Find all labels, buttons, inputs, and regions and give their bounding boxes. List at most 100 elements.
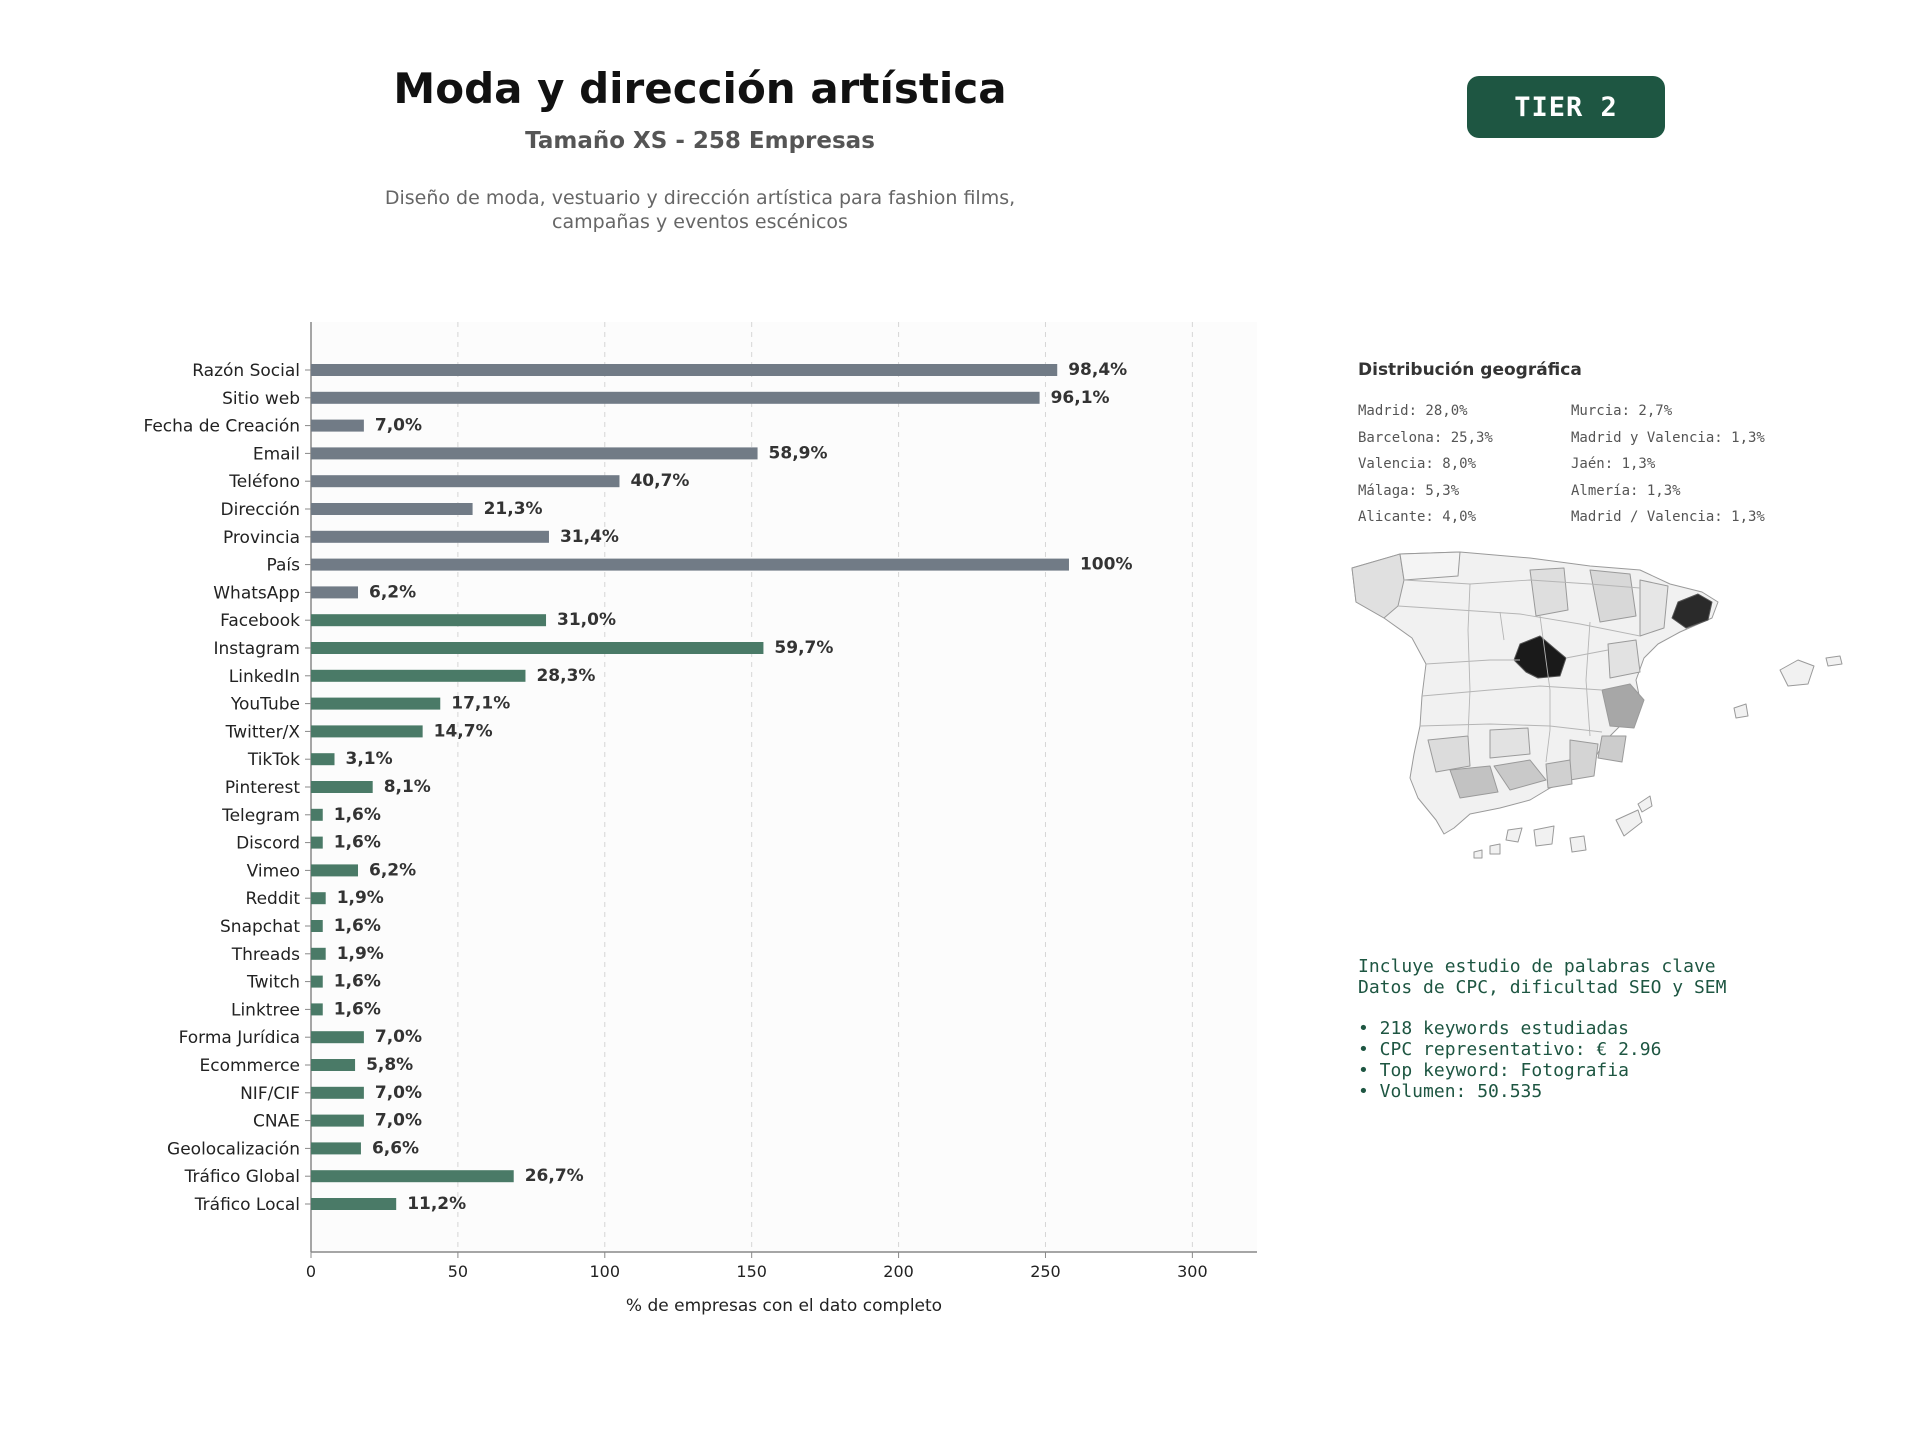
keywords-intro-line: Incluye estudio de palabras clave xyxy=(1358,956,1716,977)
category-label: NIF/CIF xyxy=(240,1084,300,1104)
x-tick-label: 150 xyxy=(736,1262,767,1281)
category-label: Twitter/X xyxy=(225,722,301,742)
geo-item: Jaén: 1,3% xyxy=(1571,456,1656,472)
bar-value-label: 26,7% xyxy=(525,1166,584,1186)
page-subtitle: Tamaño XS - 258 Empresas xyxy=(525,128,875,154)
geo-item: Alicante: 4,0% xyxy=(1358,509,1477,525)
map-region-aragon xyxy=(1639,579,1669,637)
x-axis-label: % de empresas con el dato completo xyxy=(626,1296,942,1316)
bar-value-label: 31,0% xyxy=(557,610,616,630)
map-region-canarias-2 xyxy=(1533,825,1555,847)
bar xyxy=(311,753,335,766)
category-label: Provincia xyxy=(223,528,300,548)
bar-value-label: 98,4% xyxy=(1068,360,1127,380)
tier-badge: TIER 2 xyxy=(1467,76,1665,138)
x-tick-label: 250 xyxy=(1030,1262,1061,1281)
category-label: Razón Social xyxy=(192,361,300,381)
category-label: Tráfico Local xyxy=(194,1195,300,1215)
page-title: Moda y dirección artística xyxy=(393,64,1007,113)
bar xyxy=(311,1114,364,1127)
bar-value-label: 3,1% xyxy=(346,749,393,769)
bar xyxy=(311,642,764,654)
bar-value-label: 1,6% xyxy=(334,833,381,853)
category-label: Email xyxy=(253,444,300,464)
category-label: WhatsApp xyxy=(213,583,300,603)
map-region-canarias-4 xyxy=(1615,809,1643,837)
geo-list-left: Madrid: 28,0% Barcelona: 25,3% Valencia:… xyxy=(1358,398,1493,531)
bar-value-label: 5,8% xyxy=(366,1055,413,1075)
bar-value-label: 96,1% xyxy=(1051,388,1110,408)
bar xyxy=(311,669,526,682)
geo-item: Málaga: 5,3% xyxy=(1358,482,1460,499)
category-label: TikTok xyxy=(247,750,300,770)
bar xyxy=(311,614,547,627)
map-region-canarias-5 xyxy=(1637,795,1653,813)
bar xyxy=(311,1031,364,1044)
map-region-canarias-1 xyxy=(1505,827,1523,843)
category-label: Fecha de Creación xyxy=(143,417,300,437)
category-label: Threads xyxy=(231,945,300,965)
map-region-valencia xyxy=(1601,683,1645,729)
bar-value-label: 58,9% xyxy=(769,443,828,463)
x-tick-label: 300 xyxy=(1177,1262,1208,1281)
bar-value-label: 7,0% xyxy=(375,1111,422,1131)
description-line-1: Diseño de moda, vestuario y dirección ar… xyxy=(384,187,1016,209)
map-region-barcelona xyxy=(1671,593,1713,629)
bar xyxy=(311,1086,364,1099)
bar-value-label: 7,0% xyxy=(375,1027,422,1047)
category-label: Teléfono xyxy=(228,472,300,492)
x-tick-label: 50 xyxy=(448,1262,468,1281)
geo-item: Almería: 1,3% xyxy=(1571,482,1681,499)
category-label: Discord xyxy=(236,834,300,854)
bar-value-label: 100% xyxy=(1080,555,1133,575)
category-label: Facebook xyxy=(220,611,300,631)
category-label: Sitio web xyxy=(222,389,300,409)
geo-list-right: Murcia: 2,7% Madrid y Valencia: 1,3% Jaé… xyxy=(1571,398,1765,531)
bar xyxy=(311,808,323,821)
category-label: Telegram xyxy=(221,806,300,826)
category-label: Tráfico Global xyxy=(184,1167,300,1187)
map-region-jaen xyxy=(1489,727,1531,759)
description-line-2: campañas y eventos escénicos xyxy=(552,211,848,233)
category-label: Geolocalización xyxy=(167,1139,300,1159)
bar xyxy=(311,364,1058,376)
bar xyxy=(311,697,441,710)
bar-value-label: 1,6% xyxy=(334,805,381,825)
geo-item: Barcelona: 25,3% xyxy=(1358,429,1493,446)
bar-value-label: 1,6% xyxy=(334,972,381,992)
keywords-bullet: • CPC representativo: € 2.96 xyxy=(1358,1039,1662,1060)
map-region-granada xyxy=(1493,759,1547,791)
bar-value-label: 14,7% xyxy=(434,721,493,741)
category-label: YouTube xyxy=(230,695,300,715)
map-region-sevilla xyxy=(1427,735,1471,773)
map-region-almeria xyxy=(1545,759,1573,789)
map-region-teruel xyxy=(1607,639,1641,679)
bar-value-label: 1,6% xyxy=(334,916,381,936)
bar xyxy=(311,864,359,877)
bar-value-label: 17,1% xyxy=(451,694,510,714)
bar-value-label: 1,6% xyxy=(334,999,381,1019)
bar xyxy=(311,586,359,599)
completeness-bar-chart: 0 50 100 150 200 250 300 % de empresas con el d… xyxy=(143,322,1257,1316)
bar-value-label: 11,2% xyxy=(407,1194,466,1214)
x-tick-label: 0 xyxy=(306,1262,316,1281)
category-label: Twitch xyxy=(246,973,300,993)
bar xyxy=(311,1059,356,1071)
bar xyxy=(311,781,373,793)
bar xyxy=(311,391,1040,404)
bar xyxy=(311,947,326,960)
bar xyxy=(311,503,473,515)
category-label: Linktree xyxy=(231,1000,300,1020)
geo-item: Valencia: 8,0% xyxy=(1358,456,1477,472)
bar xyxy=(311,1198,397,1210)
map-region-murcia xyxy=(1569,739,1599,781)
category-label: Ecommerce xyxy=(200,1056,301,1076)
map-region-menorca xyxy=(1825,655,1843,667)
bar-value-label: 1,9% xyxy=(337,944,384,964)
bar-value-label: 6,2% xyxy=(369,582,416,602)
map-region-madrid xyxy=(1513,635,1567,679)
bar-value-label: 8,1% xyxy=(384,777,431,797)
bar xyxy=(311,725,423,738)
bar xyxy=(311,892,326,905)
bar xyxy=(311,975,323,988)
